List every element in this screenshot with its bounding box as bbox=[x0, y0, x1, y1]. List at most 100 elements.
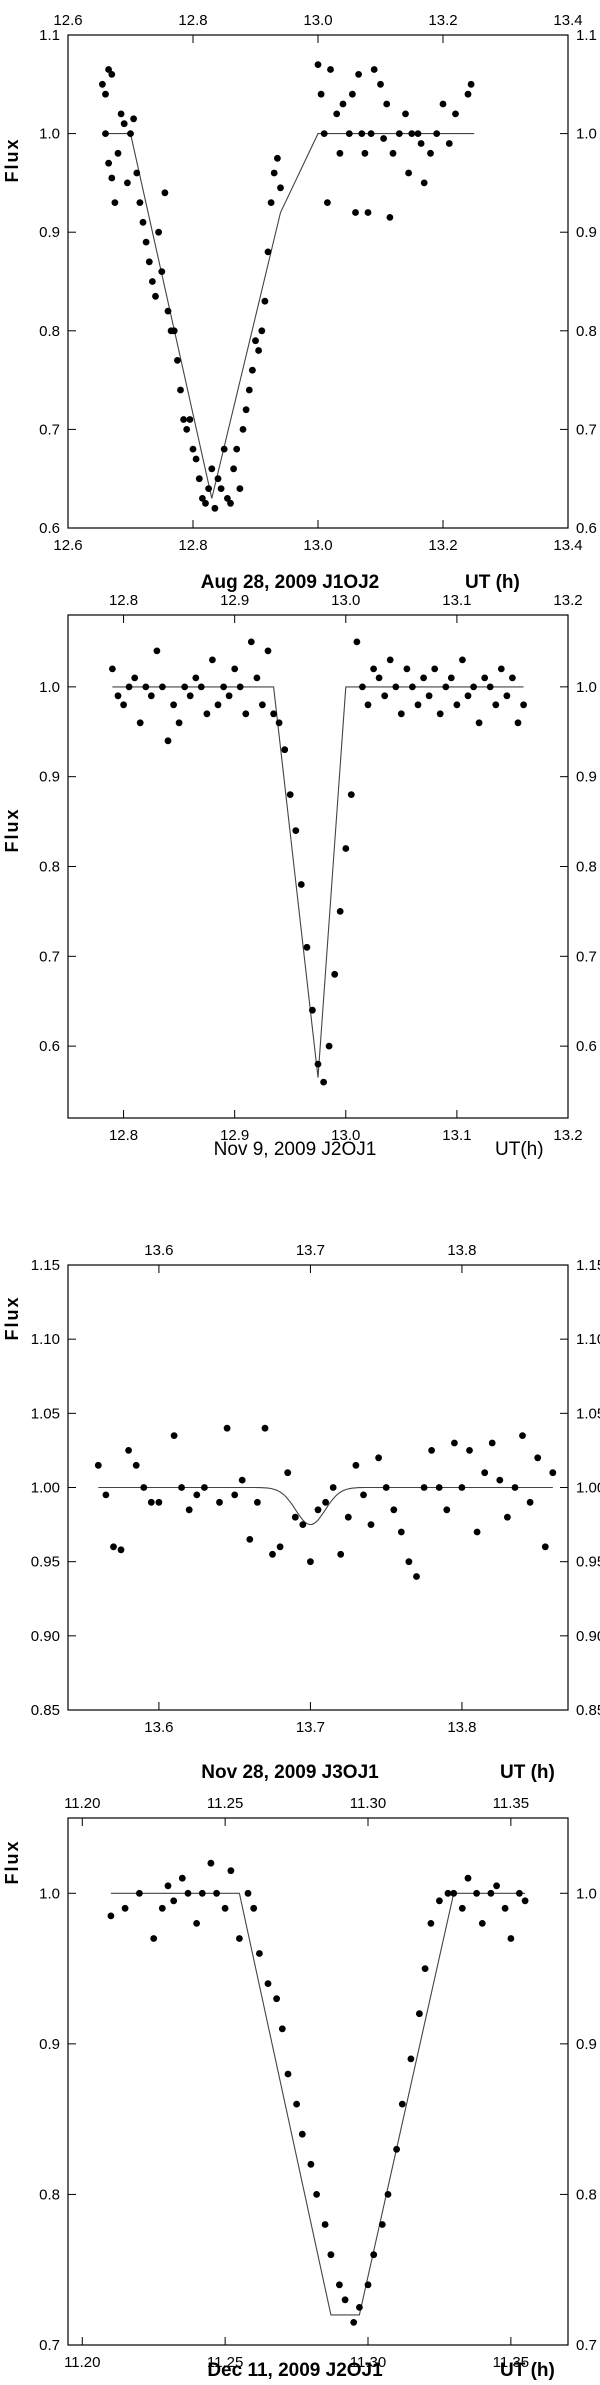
panel-1-xtick-label-bottom: 12.6 bbox=[53, 537, 82, 554]
panel-2-data-point bbox=[120, 701, 127, 709]
panel-1-xtick-label-bottom: 13.4 bbox=[553, 537, 582, 554]
panel-3-data-point bbox=[435, 1484, 443, 1491]
panel-2-data-point bbox=[270, 710, 277, 718]
panel-1-data-point bbox=[464, 90, 472, 98]
panel-3-data-point bbox=[322, 1498, 329, 1506]
panel-2-ytick-label-right: 0.9 bbox=[576, 769, 597, 786]
panel-4-xtick-label-bottom: 11.30 bbox=[350, 2354, 386, 2371]
panel-1-xtick-label-top: 12.8 bbox=[178, 12, 207, 29]
panel-2-data-point bbox=[192, 674, 200, 682]
panel-4-data-point bbox=[444, 1889, 452, 1897]
panel-3-data-point bbox=[329, 1484, 337, 1491]
panel-1-data-point bbox=[130, 115, 138, 123]
panel-3-data-point bbox=[117, 1546, 125, 1554]
panel-2-ytick-label-left: 0.8 bbox=[39, 859, 60, 876]
panel-1-data-point bbox=[433, 130, 441, 138]
panel-3-data-point bbox=[443, 1506, 451, 1514]
panel-4-data-point bbox=[244, 1889, 252, 1897]
panel-2-ytick-label-left: 0.6 bbox=[39, 1038, 60, 1055]
panel-1-data-point bbox=[214, 475, 222, 483]
panel-3-data-point bbox=[125, 1447, 132, 1454]
panel-3-data-point bbox=[511, 1484, 519, 1491]
panel-4-data-point bbox=[221, 1904, 229, 1912]
panel-2-xtick-label-bottom: 13.0 bbox=[331, 1127, 360, 1144]
panel-3-data-point bbox=[201, 1484, 208, 1491]
panel-1-data-point bbox=[205, 485, 213, 492]
panel-2-ytick-label-right: 0.6 bbox=[576, 1038, 597, 1055]
panel-1-data-point bbox=[345, 130, 353, 138]
panel-2-data-point bbox=[475, 719, 483, 727]
panel-4-data-point bbox=[213, 1889, 221, 1897]
panel-1-data-point bbox=[99, 80, 106, 88]
panel-1-data-point bbox=[120, 120, 128, 128]
panel-1-data-point bbox=[355, 71, 362, 78]
panel-4-data-point bbox=[493, 1882, 500, 1890]
panel-1-data-point bbox=[427, 149, 434, 157]
panel-2-xtick-label-top: 13.1 bbox=[442, 592, 471, 609]
panel-3-data-point bbox=[420, 1484, 428, 1491]
panel-4-ytick-label-left: 0.8 bbox=[39, 2186, 60, 2203]
panel-3-data-point bbox=[344, 1513, 352, 1521]
panel-1-data-point bbox=[261, 297, 269, 305]
panel-2-data-point bbox=[470, 683, 477, 691]
panel-1-data-point bbox=[333, 110, 341, 118]
panel-2-data-point bbox=[181, 683, 189, 691]
panel-3-data-point bbox=[314, 1506, 322, 1514]
panel-4-data-point bbox=[227, 1867, 235, 1875]
panel-2-data-point bbox=[503, 692, 511, 700]
panel-4-ytick-label-left: 0.7 bbox=[39, 2337, 60, 2354]
panel-4-title: Dec 11, 2009 J2OJ1 bbox=[207, 2360, 383, 2381]
panel-1-data-point bbox=[117, 110, 125, 118]
panel-1-data-point bbox=[445, 140, 453, 147]
panel-2-data-point bbox=[386, 656, 394, 664]
panel-2-data-point bbox=[264, 647, 272, 655]
panel-1-data-point bbox=[239, 426, 247, 433]
panel-1-xtick-label-bottom: 13.0 bbox=[303, 537, 332, 554]
panel-1-data-point bbox=[124, 179, 131, 187]
panel-1-ytick-label-right: 0.6 bbox=[576, 520, 597, 537]
panel-3-data-point bbox=[307, 1558, 314, 1566]
panel-4-ytick-label-right: 1.0 bbox=[576, 1885, 597, 1902]
panel-2-data-point bbox=[125, 683, 133, 691]
panel-4-data-point bbox=[458, 1904, 466, 1912]
panel-4-ytick-label-right: 0.7 bbox=[576, 2337, 597, 2354]
panel-1-ytick-label-left: 0.7 bbox=[39, 421, 60, 438]
panel-4-data-point bbox=[393, 2145, 400, 2153]
panel-2-data-point bbox=[336, 908, 344, 915]
panel-3-data-point bbox=[458, 1484, 466, 1491]
panel-2-data-point bbox=[303, 943, 311, 951]
panel-1-data-point bbox=[252, 337, 259, 345]
panel-3-data-point bbox=[481, 1469, 489, 1477]
panel-4-data-point bbox=[450, 1889, 458, 1897]
panel-1-data-point bbox=[349, 90, 356, 98]
panel-2-data-point bbox=[520, 701, 527, 709]
panel-1-data-point bbox=[320, 130, 328, 138]
panel-4-data-point bbox=[501, 1904, 509, 1912]
panel-1-model-curve bbox=[105, 133, 475, 499]
panel-1-data-point bbox=[199, 495, 206, 502]
panel-4-data-point bbox=[327, 2251, 335, 2259]
panel-2-data-point bbox=[220, 683, 228, 691]
panel-1-title: Aug 28, 2009 J1OJ2 bbox=[201, 572, 380, 593]
panel-2-data-point bbox=[436, 710, 444, 718]
panel-4-xtick-label-bottom: 11.20 bbox=[64, 2354, 100, 2371]
panel-1-data-point bbox=[227, 499, 234, 507]
panel-3-data-point bbox=[185, 1506, 193, 1514]
panel-2-data-point bbox=[486, 683, 494, 691]
panel-3-data-point bbox=[549, 1469, 557, 1477]
panel-1-data-point bbox=[149, 278, 156, 285]
panel-1-data-point bbox=[420, 179, 428, 187]
panel-1-data-point bbox=[327, 66, 334, 73]
panel-1-data-point bbox=[177, 386, 184, 394]
panel-4-data-point bbox=[478, 1920, 486, 1927]
panel-2-data-point bbox=[514, 719, 522, 727]
panel-3-ytick-label-left: 1.10 bbox=[31, 1331, 60, 1348]
panel-3-data-point bbox=[238, 1476, 246, 1484]
panel-2-data-point bbox=[297, 881, 305, 888]
panel-1-data-point bbox=[224, 495, 231, 502]
panel-1-data-point bbox=[358, 130, 366, 138]
panel-2-data-point bbox=[197, 683, 205, 691]
panel-2-data-point bbox=[309, 1006, 316, 1014]
panel-4-data-point bbox=[198, 1889, 206, 1897]
panel-4-data-point bbox=[370, 2251, 378, 2259]
